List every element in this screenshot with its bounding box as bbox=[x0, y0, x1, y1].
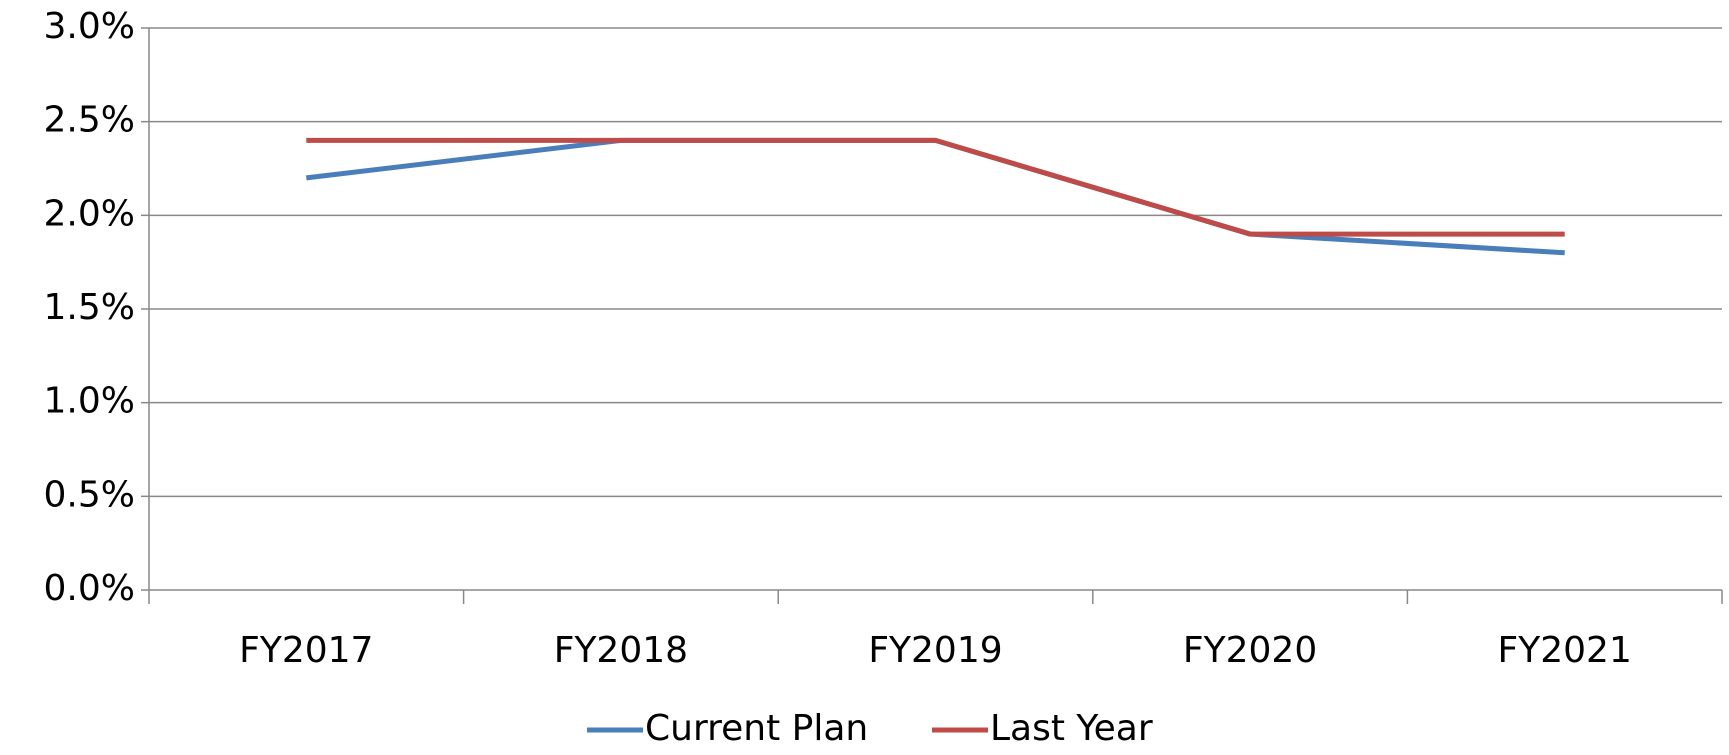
y-tick-label: 3.0% bbox=[44, 6, 135, 47]
x-tick-label: FY2017 bbox=[239, 630, 373, 671]
y-tick-label: 0.0% bbox=[44, 568, 135, 609]
x-tick-label: FY2021 bbox=[1498, 630, 1632, 671]
x-tick-label: FY2018 bbox=[554, 630, 688, 671]
legend-label: Last Year bbox=[990, 708, 1153, 749]
x-tick-label: FY2019 bbox=[868, 630, 1002, 671]
y-tick-label: 1.5% bbox=[44, 287, 135, 328]
series-line bbox=[306, 137, 1565, 237]
y-tick-label: 0.5% bbox=[44, 474, 135, 515]
legend-label: Current Plan bbox=[645, 708, 868, 749]
y-tick-label: 2.0% bbox=[44, 193, 135, 234]
x-tick-label: FY2020 bbox=[1183, 630, 1317, 671]
y-tick-label: 1.0% bbox=[44, 381, 135, 422]
y-tick-label: 2.5% bbox=[44, 100, 135, 141]
